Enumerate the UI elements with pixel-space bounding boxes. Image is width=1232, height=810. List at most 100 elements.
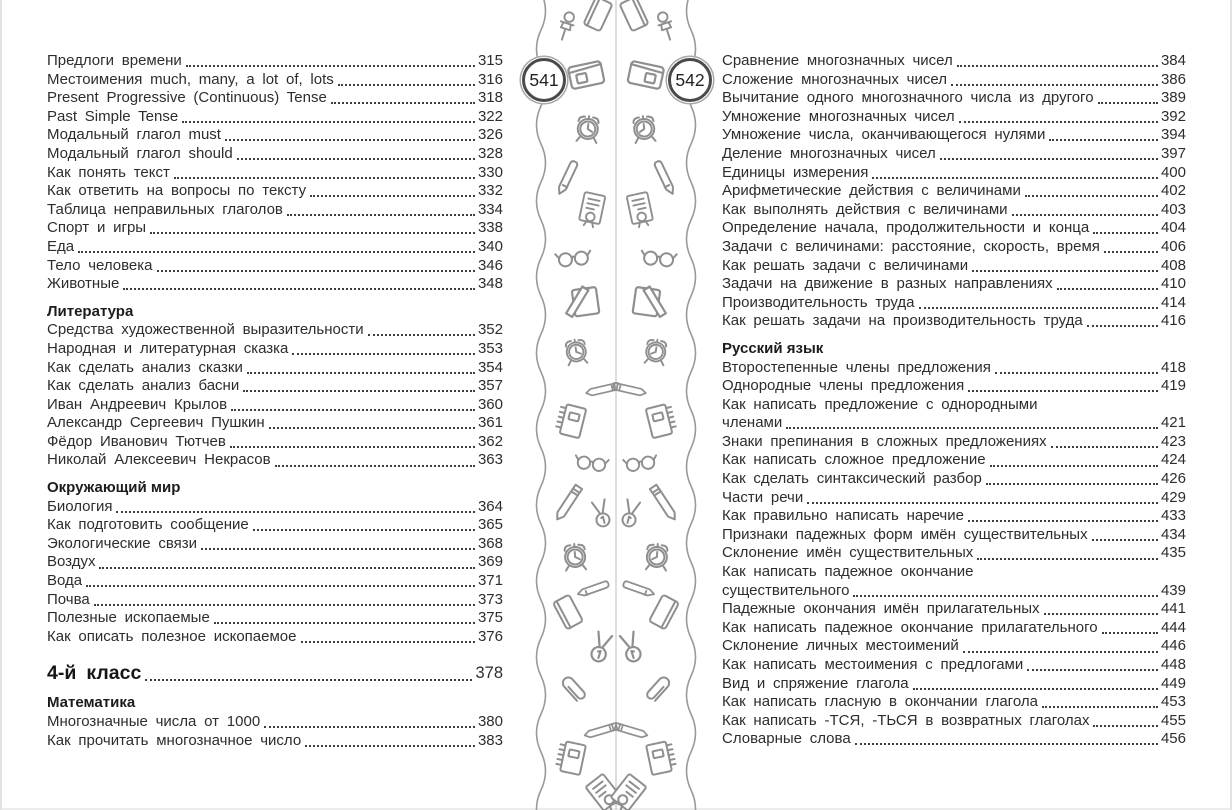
dot-leader [853, 594, 1158, 597]
toc-entry-title: Past Simple Tense [47, 107, 179, 125]
glasses-icon [573, 454, 610, 474]
dot-leader [367, 334, 475, 337]
dot-leader [1049, 139, 1158, 142]
dot-leader [956, 65, 1158, 68]
toc-grade-heading: 4-й класс [47, 662, 142, 685]
dot-leader [224, 139, 475, 142]
dot-leader [1101, 631, 1158, 634]
dot-leader [1103, 251, 1158, 254]
toc-entry-wrap-line1: Как написать предложение с однородными [722, 395, 1038, 413]
toc-entry-title: Экологические связи [47, 534, 198, 552]
toc-entry: Падежные окончания имён прилагательных 44… [722, 600, 1186, 619]
toc-entry-page-number: 416 [1160, 312, 1186, 330]
toc-entry-title: Как написать падежное окончание прилагат… [722, 618, 1098, 636]
toc-entry-page-number: 348 [477, 275, 503, 293]
wavy-border-left [535, 0, 547, 810]
dot-leader [985, 483, 1158, 486]
ballpoint-pen-icon [576, 571, 611, 607]
dot-leader [807, 501, 1158, 504]
toc-entry-page-number: 357 [477, 377, 503, 395]
toc-entry: Производительность труда 414 [722, 294, 1186, 313]
toc-entry-page-number: 448 [1160, 656, 1186, 673]
toc-entry: Как написать местоимения с предлогами 448 [722, 656, 1186, 675]
page-number-right: 542 [675, 69, 705, 90]
toc-entry: Воздух 369 [47, 553, 503, 572]
toc-entry-page-number: 400 [1160, 163, 1186, 181]
toc-entry-title: Умножение многозначных чисел [722, 107, 955, 125]
toc-entry: Склонение личных местоимений 446 [722, 637, 1186, 656]
toc-entry-title: Иван Андреевич Крылов [47, 395, 228, 413]
toc-entry: Однородные члены предложения 419 [722, 377, 1186, 396]
toc-entry-page-number: 332 [477, 182, 503, 200]
pencil-icon [552, 483, 587, 521]
dot-leader [1093, 232, 1158, 235]
toc-entry: Как подготовить сообщение 365 [47, 516, 503, 535]
dot-leader [182, 120, 475, 123]
dot-leader [274, 464, 475, 467]
toc-entry-title: Как подготовить сообщение [47, 516, 249, 534]
toc-entry-page-number: 439 [1160, 581, 1186, 599]
dot-leader [310, 195, 475, 198]
toc-entry-title: Словарные слова [722, 730, 851, 748]
toc-entry: Фёдор Иванович Тютчев 362 [47, 433, 503, 452]
alarm-clock-icon [563, 542, 588, 572]
toc-entry-title: Умножение числа, оканчивающегося нулями [722, 126, 1046, 144]
toc-entry: Как сделать анализ сказки 354 [47, 359, 503, 378]
toc-entry: Словарные слова 456 [722, 730, 1186, 749]
toc-entry-title: Александр Сергеевич Пушкин [47, 414, 265, 432]
toc-entry-title: Животные [47, 275, 120, 293]
toc-entry-title: Как сделать синтаксический разбор [722, 470, 982, 488]
toc-entry: Умножение числа, оканчивающегося нулями 3… [722, 126, 1186, 145]
toc-entry-page-number: 433 [1160, 507, 1186, 525]
toc-entry-title: Как написать местоимения с предлогами [722, 656, 1024, 673]
dot-leader [1050, 445, 1158, 448]
toc-entry: Части речи 429 [722, 489, 1186, 508]
toc-entry-page-number: 421 [1160, 414, 1186, 432]
dot-leader [994, 371, 1158, 374]
dot-leader [123, 288, 475, 291]
toc-entry: Иван Андреевич Крылов 360 [47, 396, 503, 415]
toc-entry-title: Как написать -ТСЯ, -ТЬСЯ в возвратных гл… [722, 711, 1090, 729]
toc-entry-title: Как сделать анализ басни [47, 377, 240, 395]
toc-entry-title: Единицы измерения [722, 163, 869, 181]
toc-entry-page-number: 429 [1160, 488, 1186, 506]
dot-leader [99, 566, 475, 569]
pushpin-icon [654, 9, 678, 43]
toc-entry-title: Местоимения much, many, a lot of, lots [47, 70, 334, 88]
toc-section-heading: Окружающий мир [47, 479, 181, 497]
toc-entry-title: Как описать полезное ископаемое [47, 627, 297, 645]
toc-entry: Как написать гласную в окончании глагола… [722, 693, 1186, 712]
dot-leader [292, 353, 475, 355]
toc-entry-page-number: 392 [1160, 107, 1186, 125]
dot-leader [989, 464, 1158, 467]
toc-entry: Экологические связи 368 [47, 535, 503, 554]
toc-entry: Признаки падежных форм имён существитель… [722, 526, 1186, 545]
toc-entry: Как написать сложное предложение 424 [722, 451, 1186, 470]
toc-entry: Склонение имён существительных 435 [722, 544, 1186, 563]
glasses-icon [622, 454, 659, 474]
glasses-icon [554, 249, 593, 269]
dot-leader [967, 520, 1158, 523]
toc-entry-page-number: 338 [477, 219, 503, 237]
toc-entry: Еда 340 [47, 238, 503, 257]
toc-entry: Многозначные числа от 1000 380 [47, 713, 503, 732]
toc-entry: Как выполнять действия с величинами 403 [722, 201, 1186, 220]
toc-entry-page-number: 364 [477, 497, 503, 515]
toc-entry-page-number: 378 [475, 664, 503, 683]
toc-entry-page-number: 326 [477, 126, 503, 144]
toc-entry: Как описать полезное ископаемое 376 [47, 628, 503, 647]
toc-entry: Животные 348 [47, 275, 503, 294]
toc-entry-title: Средства художественной выразительности [47, 321, 364, 339]
dot-leader [1097, 102, 1158, 105]
toc-entry-title: Как сделать анализ сказки [47, 358, 243, 376]
dot-leader [78, 251, 475, 254]
book-icon [618, 0, 650, 33]
toc-entry: Местоимения much, many, a lot of, lots 31… [47, 71, 503, 90]
fountain-pen-icon [553, 159, 583, 195]
certificate-icon [577, 191, 607, 230]
toc-entry-title: Вычитание одного многозначного числа из … [722, 89, 1094, 107]
toc-column-right: Сравнение многозначных чисел 384 Сложение … [722, 52, 1186, 749]
dot-leader [1041, 706, 1158, 709]
toc-entry-title: Спорт и игры [47, 219, 147, 237]
